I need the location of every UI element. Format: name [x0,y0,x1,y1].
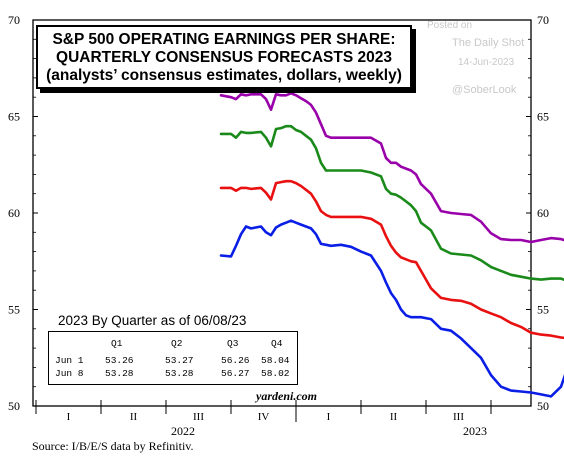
chart-subtitle: QUARTERLY CONSENSUS FORECASTS 2023 [56,49,392,66]
year-label-2023: 2023 [463,424,487,438]
x-quarter-label: IV [258,411,270,423]
y-axis-left: 50 55 60 65 70 [8,13,38,413]
series-layer [219,92,564,398]
estimates-table: Q1 Q2 Q3 Q4 Jun 1 53.26 53.27 56.26 58.0… [48,331,298,385]
table-col-q4: Q4 [271,338,283,349]
year-label-2022: 2022 [171,424,195,438]
table-cell: 53.27 [165,355,194,366]
series-line-q4 [219,92,564,244]
x-quarter-label: II [130,411,138,423]
table-row-label: Jun 1 [55,355,84,366]
y-tick-label-left: 65 [8,110,20,124]
table-col-q3: Q3 [227,338,239,349]
y-tick-label-right: 65 [537,110,549,124]
chart-title: S&P 500 OPERATING EARNINGS PER SHARE: [52,31,396,48]
series-line-q2 [219,179,564,340]
y-tick-label-left: 70 [8,13,20,27]
x-quarter-label: III [453,411,464,423]
table-cell: 53.28 [105,368,134,379]
watermark-date: 14-Jun-2023 [458,57,515,68]
table-cell: 58.02 [261,368,290,379]
source-note: Source: I/B/E/S data by Refinitiv. [32,439,194,453]
watermark-site: The Daily Shot [452,37,525,49]
watermark-handle: @SoberLook [452,84,517,96]
y-tick-label-left: 55 [8,303,20,317]
table-row-label: Jun 8 [55,368,84,379]
x-quarter-label: II [390,411,398,423]
table-cell: 58.04 [261,355,290,366]
chart-subtitle-2: (analysts’ consensus estimates, dollars,… [46,67,402,84]
y-tick-label-left: 50 [8,399,20,413]
credit-label: yardeni.com [256,389,317,403]
chart-title-box: S&P 500 OPERATING EARNINGS PER SHARE: QU… [36,25,412,89]
series-line-q3 [219,124,564,282]
y-tick-label-right: 70 [537,13,549,27]
table-col-q1: Q1 [111,338,123,349]
x-axis: I II III IV I II III [35,400,492,423]
watermark-posted: Posted on [427,20,473,31]
y-axis-right: 50 55 60 65 70 [526,13,549,413]
table-cell: 53.26 [105,355,134,366]
y-tick-label-left: 60 [8,206,20,220]
table-col-q2: Q2 [171,338,183,349]
y-tick-label-right: 50 [537,399,549,413]
table-cell: 53.28 [165,368,194,379]
x-quarter-label: I [67,411,71,423]
x-quarter-label: I [327,411,331,423]
y-tick-label-right: 55 [537,303,549,317]
x-quarter-label: III [193,411,204,423]
series-line-q1 [219,219,564,398]
table-heading: 2023 By Quarter as of 06/08/23 [58,313,247,328]
table-cell: 56.26 [221,355,250,366]
table-cell: 56.27 [221,368,250,379]
y-tick-label-right: 60 [537,206,549,220]
